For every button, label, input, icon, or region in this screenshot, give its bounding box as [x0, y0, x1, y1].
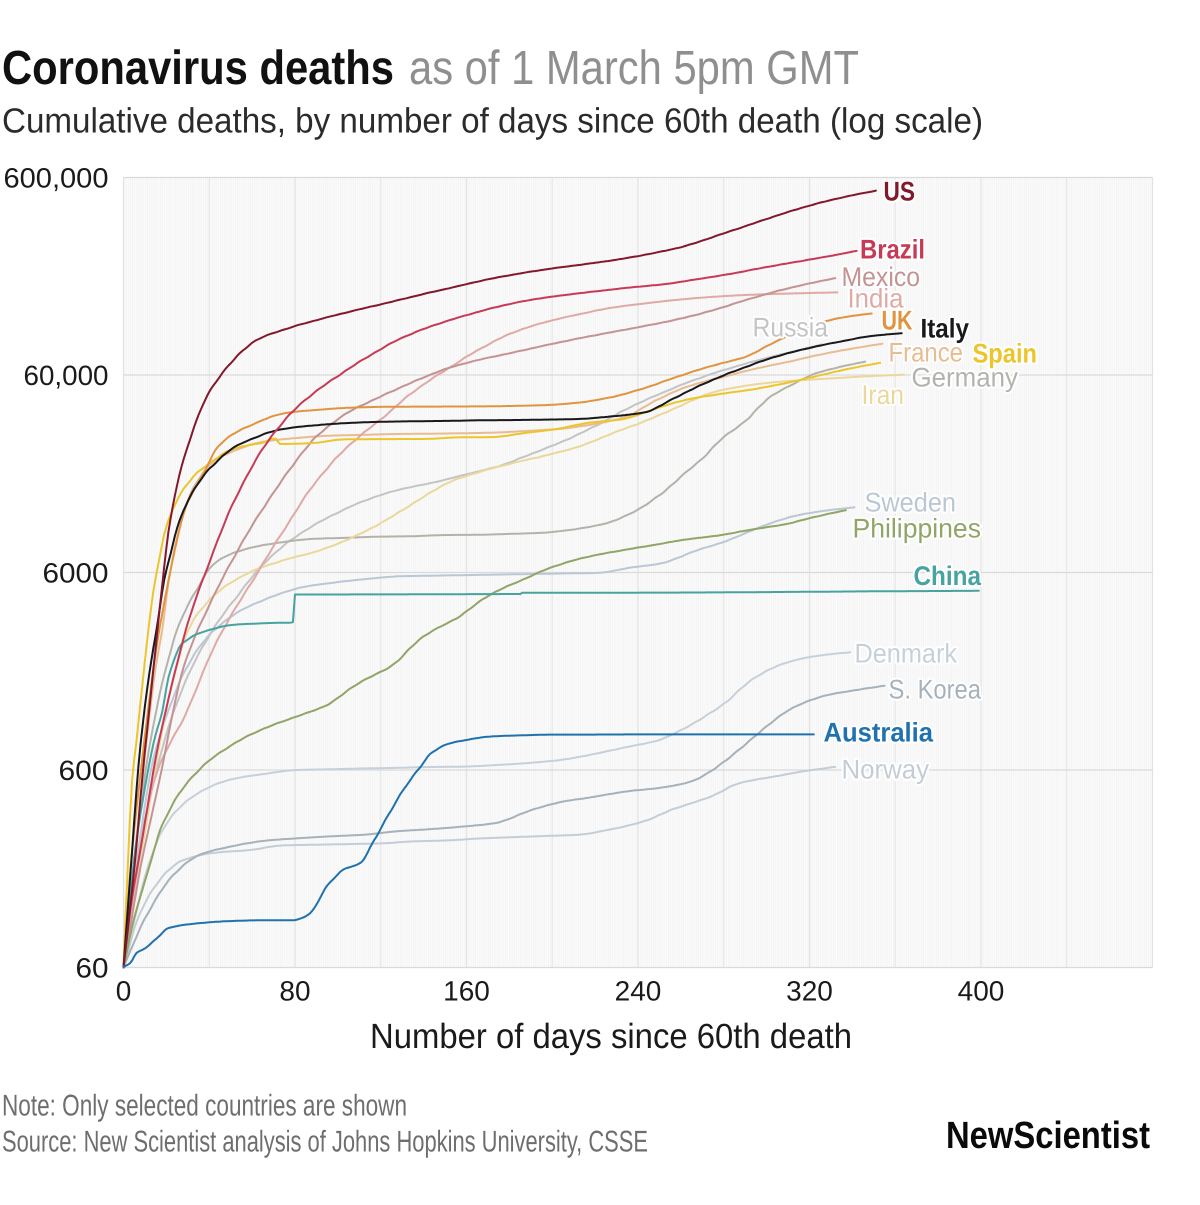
svg-text:600,000: 600,000 — [4, 163, 109, 194]
svg-text:Brazil: Brazil — [860, 235, 925, 265]
svg-text:Number of days since 60th deat: Number of days since 60th death — [370, 1017, 852, 1056]
svg-text:Mexico: Mexico — [842, 262, 921, 292]
svg-text:Spain: Spain — [973, 339, 1038, 369]
svg-text:Coronavirus deaths: Coronavirus deaths — [2, 42, 394, 95]
svg-text:India: India — [848, 284, 905, 314]
svg-text:400: 400 — [958, 976, 1005, 1007]
svg-text:Germany: Germany — [912, 363, 1019, 393]
svg-text:S. Korea: S. Korea — [889, 675, 982, 705]
svg-text:China: China — [914, 561, 982, 591]
svg-text:Norway: Norway — [842, 755, 930, 785]
svg-text:Italy: Italy — [921, 314, 970, 344]
svg-text:320: 320 — [786, 976, 833, 1007]
svg-text:60: 60 — [76, 953, 109, 984]
svg-text:Philippines: Philippines — [853, 514, 982, 544]
svg-text:Note: Only selected countries: Note: Only selected countries are shown — [2, 1090, 407, 1123]
svg-text:Russia: Russia — [753, 313, 829, 343]
svg-text:6000: 6000 — [43, 558, 109, 589]
svg-text:Sweden: Sweden — [865, 488, 957, 518]
svg-text:160: 160 — [443, 976, 490, 1007]
svg-text:0: 0 — [116, 976, 132, 1007]
svg-text:Australia: Australia — [824, 718, 934, 748]
svg-text:Cumulative deaths, by number o: Cumulative deaths, by number of days sin… — [2, 102, 983, 141]
svg-text:Iran: Iran — [862, 380, 905, 410]
svg-text:US: US — [884, 177, 916, 207]
svg-text:France: France — [889, 338, 964, 368]
svg-text:600: 600 — [59, 755, 109, 786]
svg-text:60,000: 60,000 — [24, 360, 109, 391]
svg-text:NewScientist: NewScientist — [946, 1115, 1150, 1157]
svg-text:80: 80 — [279, 976, 310, 1007]
svg-text:240: 240 — [615, 976, 662, 1007]
svg-text:UK: UK — [882, 306, 913, 336]
svg-text:Source: New Scientist analysis: Source: New Scientist analysis of Johns … — [2, 1126, 648, 1159]
svg-text:as of 1 March 5pm GMT: as of 1 March 5pm GMT — [409, 42, 859, 95]
svg-text:Denmark: Denmark — [855, 639, 958, 669]
